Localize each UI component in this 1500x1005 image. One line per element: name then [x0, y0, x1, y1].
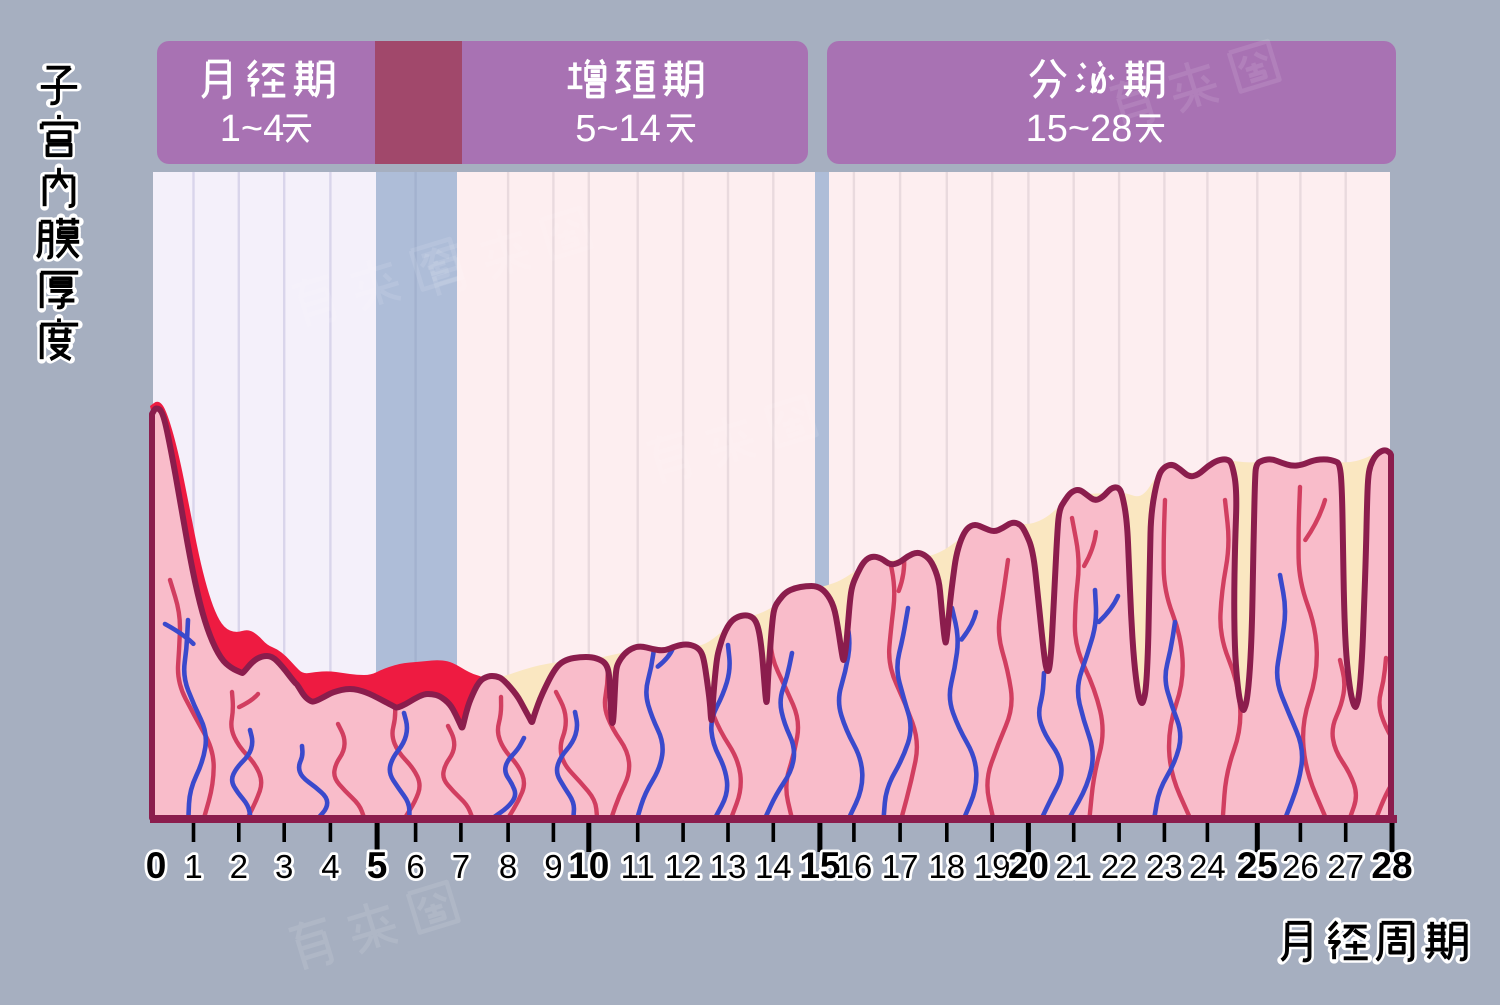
svg-text:20: 20	[1008, 845, 1049, 886]
svg-text:28: 28	[1371, 845, 1412, 886]
svg-text:23: 23	[1146, 848, 1183, 885]
svg-text:0: 0	[146, 845, 167, 886]
svg-text:15~28: 15~28	[1026, 108, 1133, 150]
svg-text:3: 3	[275, 848, 293, 885]
svg-text:26: 26	[1282, 848, 1319, 885]
svg-text:15: 15	[799, 845, 840, 886]
svg-text:25: 25	[1237, 845, 1278, 886]
svg-text:2: 2	[230, 848, 248, 885]
svg-text:5~14: 5~14	[575, 108, 661, 150]
svg-text:22: 22	[1101, 848, 1138, 885]
svg-text:8: 8	[499, 848, 517, 885]
svg-text:21: 21	[1055, 848, 1092, 885]
svg-text:13: 13	[710, 848, 747, 885]
svg-text:10: 10	[568, 845, 609, 886]
svg-text:19: 19	[974, 848, 1011, 885]
svg-text:14: 14	[755, 848, 792, 885]
svg-text:18: 18	[928, 848, 965, 885]
svg-text:1: 1	[184, 848, 202, 885]
svg-text:4: 4	[321, 848, 339, 885]
svg-text:1~4: 1~4	[220, 108, 284, 150]
svg-text:9: 9	[544, 848, 562, 885]
svg-text:11: 11	[621, 848, 655, 885]
svg-text:27: 27	[1327, 848, 1364, 885]
svg-text:17: 17	[882, 848, 919, 885]
svg-text:12: 12	[665, 848, 702, 885]
svg-text:16: 16	[836, 848, 873, 885]
svg-text:5: 5	[367, 845, 388, 886]
svg-text:24: 24	[1189, 848, 1226, 885]
svg-text:6: 6	[406, 848, 424, 885]
svg-text:7: 7	[452, 848, 470, 885]
